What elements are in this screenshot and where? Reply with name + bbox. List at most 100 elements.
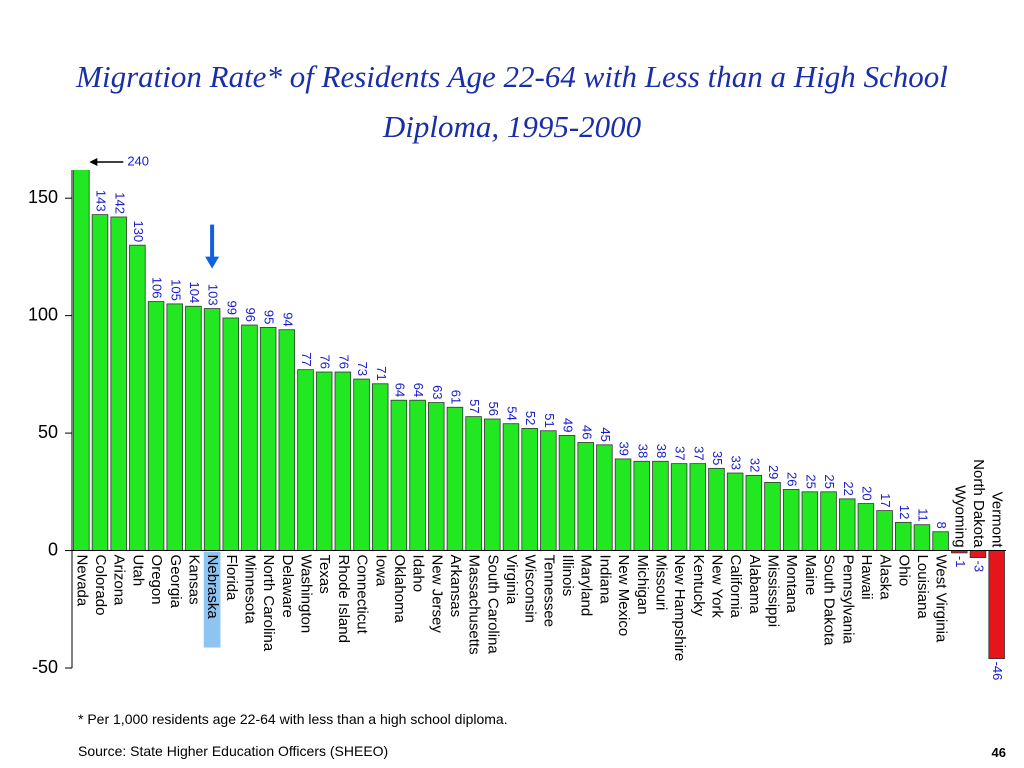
- value-label: 56: [486, 402, 501, 416]
- bar: [409, 399, 426, 551]
- value-label: 35: [710, 451, 725, 465]
- value-label: 29: [766, 465, 781, 479]
- bar: [540, 430, 557, 551]
- value-label: 25: [822, 474, 837, 488]
- value-label: 38: [635, 444, 650, 458]
- x-tick-label: Iowa: [372, 555, 389, 587]
- x-tick-label: Mississippi: [765, 555, 782, 628]
- x-tick-label: Louisiana: [914, 555, 931, 620]
- x-tick-label: Vermont: [989, 492, 1006, 549]
- y-tick-label: 0: [48, 539, 58, 559]
- value-label: 20: [859, 486, 874, 500]
- bar: [820, 491, 837, 551]
- x-tick-label: Utah: [129, 555, 146, 587]
- bar: [73, 170, 90, 551]
- bar: [689, 463, 707, 551]
- bar: [484, 418, 501, 551]
- x-tick-label: California: [727, 555, 744, 619]
- bar: [371, 383, 389, 551]
- x-tick-label: Oklahoma: [391, 555, 408, 624]
- value-label: 11: [916, 508, 931, 522]
- value-label: 51: [542, 413, 557, 427]
- bar: [353, 378, 370, 551]
- bar: [801, 491, 819, 551]
- bar: [110, 216, 127, 551]
- x-tick-label: Georgia: [167, 555, 184, 609]
- highlight: [203, 551, 221, 648]
- x-tick-label: Washington: [298, 555, 315, 634]
- x-tick-label: Pennsylvania: [839, 555, 856, 645]
- x-tick-label: Massachusetts: [466, 555, 483, 655]
- x-tick-label: Tennessee: [540, 555, 557, 628]
- value-label: 103: [206, 284, 221, 306]
- x-tick-label: North Carolina: [260, 555, 277, 652]
- x-tick-label: Alabama: [746, 555, 763, 615]
- annotation-arrowhead: [89, 158, 98, 166]
- value-label: 12: [897, 505, 912, 519]
- bar: [521, 427, 538, 551]
- value-label: 95: [262, 310, 277, 324]
- x-tick-label: Hawaii: [858, 555, 875, 600]
- bar: [185, 305, 202, 551]
- y-tick-label: -50: [32, 657, 58, 677]
- bar: [222, 317, 240, 551]
- bar: [652, 460, 669, 551]
- x-tick-label: Rhode Island: [335, 555, 352, 643]
- x-tick-label: Missouri: [652, 555, 669, 611]
- x-tick-label: Florida: [223, 555, 240, 602]
- chart-title: Migration Rate* of Residents Age 22-64 w…: [76, 59, 948, 144]
- value-label: 96: [243, 308, 258, 322]
- bar: [147, 301, 165, 551]
- bar: [278, 329, 296, 551]
- x-tick-label: Arizona: [111, 555, 128, 607]
- x-tick-label: New York: [708, 555, 725, 619]
- x-tick-label: New Hampshire: [671, 555, 688, 662]
- bar: [988, 550, 1005, 660]
- value-label: 17: [878, 493, 893, 507]
- bar: [577, 442, 594, 551]
- y-tick-label: 50: [38, 422, 58, 442]
- y-tick-label: 100: [28, 304, 58, 324]
- bar: [465, 416, 482, 551]
- bar: [166, 303, 183, 551]
- bar: [315, 371, 333, 551]
- x-tick-label: Texas: [316, 555, 333, 594]
- bar: [558, 435, 576, 551]
- value-label: 73: [355, 362, 370, 376]
- x-tick-label: Minnesota: [241, 555, 258, 625]
- value-label: 52: [523, 411, 538, 425]
- value-label: 57: [467, 399, 482, 413]
- bar: [446, 406, 464, 551]
- value-label: 37: [691, 446, 706, 460]
- y-tick-label: 150: [28, 187, 58, 207]
- value-label: 64: [392, 383, 407, 397]
- value-label: 63: [430, 385, 445, 399]
- x-tick-label: Kansas: [185, 555, 202, 605]
- x-tick-label: South Carolina: [484, 555, 501, 655]
- x-tick-label: Ohio: [895, 555, 912, 587]
- value-label: 22: [841, 481, 856, 495]
- value-label: 8: [934, 522, 949, 529]
- x-tick-label: Montana: [783, 555, 800, 614]
- value-label: 76: [318, 355, 333, 369]
- x-tick-label: Alaska: [877, 555, 894, 601]
- value-label: 76: [336, 355, 351, 369]
- bar: [614, 458, 632, 551]
- bar: [876, 510, 893, 551]
- highlight-arrowhead: [205, 256, 220, 269]
- value-label: 142: [112, 192, 127, 214]
- value-label: 39: [617, 441, 632, 455]
- value-label: 45: [598, 427, 613, 441]
- bar: [726, 472, 744, 551]
- value-label: 71: [374, 366, 389, 380]
- bar: [633, 460, 650, 551]
- bar: [297, 369, 314, 551]
- x-tick-label: Connecticut: [354, 555, 371, 635]
- value-label: 130: [131, 220, 146, 242]
- value-label: 26: [785, 472, 800, 486]
- x-tick-label: New Mexico: [615, 555, 632, 637]
- x-tick-label: Michigan: [634, 555, 651, 615]
- value-label: 25: [803, 474, 818, 488]
- x-tick-label: Maine: [802, 555, 819, 596]
